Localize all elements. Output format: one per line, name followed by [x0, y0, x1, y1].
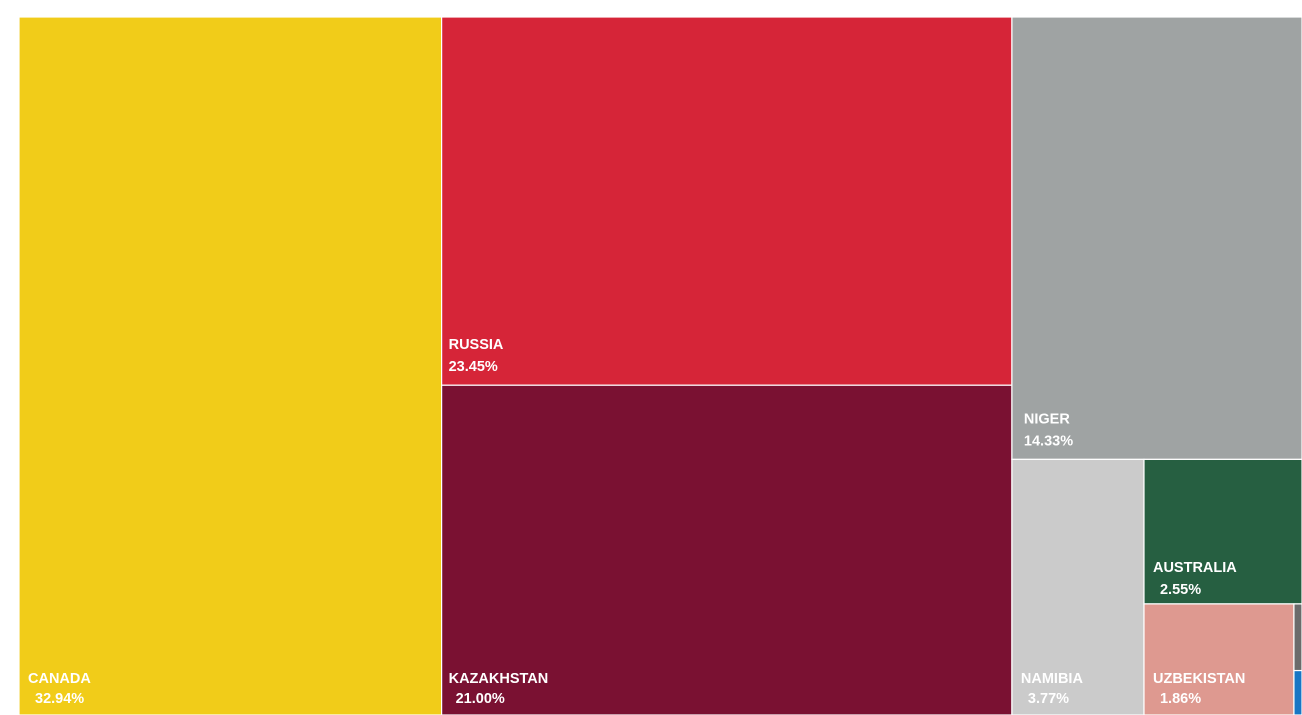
tile-other-1[interactable]: [1293, 603, 1302, 672]
tile-label-namibia: NAMIBIA: [1021, 671, 1084, 687]
tile-rect-other-1[interactable]: [1293, 603, 1302, 672]
tile-rect-kazakhstan[interactable]: [441, 384, 1013, 715]
tile-value-uzbekistan: 1.86%: [1160, 691, 1201, 707]
tile-canada[interactable]: CANADA 32.94%: [18, 16, 443, 715]
tile-value-niger: 14.33%: [1024, 433, 1073, 449]
tile-value-canada: 32.94%: [35, 691, 84, 707]
tile-label-kazakhstan: KAZAKHSTAN: [449, 671, 549, 687]
tile-namibia[interactable]: NAMIBIA 3.77%: [1011, 458, 1145, 715]
tile-label-australia: AUSTRALIA: [1153, 560, 1237, 576]
tile-uzbekistan[interactable]: UZBEKISTAN 1.86%: [1143, 603, 1295, 715]
tile-value-russia: 23.45%: [449, 359, 498, 375]
tile-rect-canada[interactable]: [18, 16, 443, 715]
tile-russia[interactable]: RUSSIA 23.45%: [441, 16, 1013, 386]
tile-rect-australia[interactable]: [1143, 458, 1302, 605]
tile-value-australia: 2.55%: [1160, 582, 1201, 598]
tile-kazakhstan[interactable]: KAZAKHSTAN 21.00%: [441, 384, 1013, 715]
tile-australia[interactable]: AUSTRALIA 2.55%: [1143, 458, 1302, 605]
tile-value-kazakhstan: 21.00%: [456, 691, 505, 707]
tile-other-2[interactable]: [1293, 669, 1302, 715]
tile-niger[interactable]: NIGER 14.33%: [1011, 16, 1302, 460]
tile-label-niger: NIGER: [1024, 411, 1070, 427]
tile-rect-other-2[interactable]: [1293, 669, 1302, 715]
tile-rect-russia[interactable]: [441, 16, 1013, 386]
tile-label-canada: CANADA: [28, 671, 91, 687]
tile-value-namibia: 3.77%: [1028, 691, 1069, 707]
tile-rect-namibia[interactable]: [1011, 458, 1145, 715]
tile-rect-niger[interactable]: [1011, 16, 1302, 460]
tile-label-uzbekistan: UZBEKISTAN: [1153, 671, 1245, 687]
tile-label-russia: RUSSIA: [449, 337, 504, 353]
